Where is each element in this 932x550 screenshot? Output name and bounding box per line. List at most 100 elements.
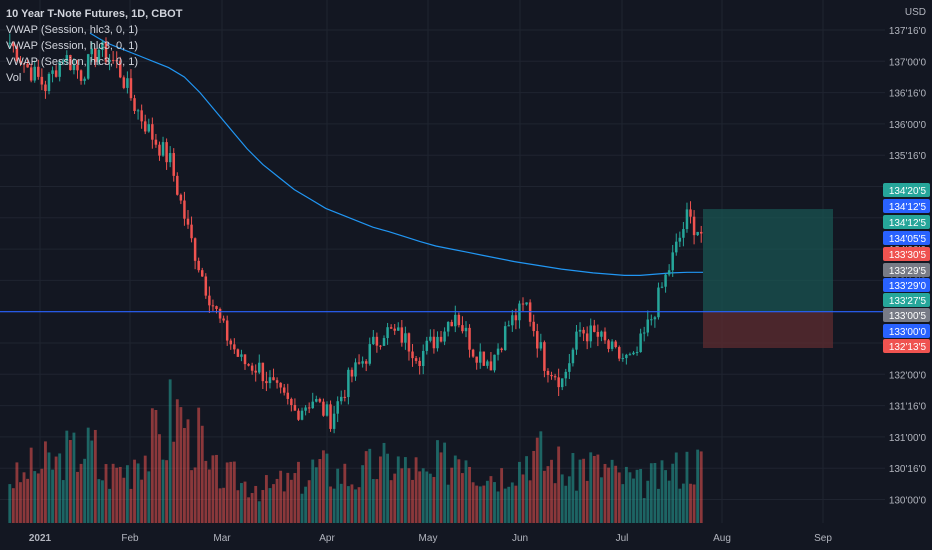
volume-bar bbox=[222, 487, 226, 523]
volume-bar bbox=[649, 463, 653, 523]
candle-body bbox=[211, 305, 215, 307]
legend-title[interactable]: 10 Year T-Note Futures, 1D, CBOT bbox=[6, 8, 183, 20]
candle-body bbox=[382, 338, 386, 346]
volume-bar bbox=[571, 453, 575, 523]
candle-body bbox=[650, 319, 653, 321]
price-tick-label: 135'16'0 bbox=[889, 151, 927, 162]
candle-body bbox=[689, 209, 692, 217]
volume-bar bbox=[535, 437, 539, 523]
price-tag-label: 133'00'0 bbox=[889, 327, 927, 338]
volume-bar bbox=[218, 488, 222, 523]
price-tag bbox=[883, 247, 930, 261]
volume-bar bbox=[699, 451, 703, 523]
candle-body bbox=[550, 374, 553, 377]
position-zones[interactable] bbox=[703, 209, 833, 349]
volume-bar bbox=[532, 450, 536, 523]
volume-bar bbox=[108, 488, 112, 523]
candle-body bbox=[29, 67, 33, 81]
candle-body bbox=[468, 327, 471, 350]
time-tick-label: Apr bbox=[319, 533, 335, 544]
volume-bar bbox=[364, 451, 368, 523]
legend-vwap-1[interactable]: VWAP (Session, hlc3, 0, 1) bbox=[6, 24, 139, 36]
volume-bar bbox=[193, 467, 197, 523]
volume-bar bbox=[660, 460, 664, 523]
time-tick-label: Mar bbox=[213, 533, 231, 544]
candle-body bbox=[546, 370, 550, 375]
legend-vwap-3[interactable]: VWAP (Session, hlc3, 0, 1) bbox=[6, 56, 139, 68]
candle-body bbox=[79, 70, 83, 81]
volume-bar bbox=[332, 488, 336, 523]
volume-bar bbox=[307, 480, 311, 523]
price-tag bbox=[883, 339, 930, 353]
candle-body bbox=[496, 348, 500, 355]
candle-body bbox=[172, 153, 175, 176]
candle-body bbox=[168, 153, 172, 163]
candle-body bbox=[454, 314, 457, 327]
candle-body bbox=[593, 325, 596, 332]
volume-bar bbox=[671, 463, 675, 523]
volume-bar bbox=[165, 460, 169, 523]
candle-body bbox=[268, 377, 272, 384]
volume-bar bbox=[47, 452, 51, 523]
volume-bar bbox=[93, 429, 97, 523]
candle-body bbox=[404, 333, 407, 343]
volume-bar bbox=[339, 483, 343, 523]
candle-body bbox=[176, 175, 179, 195]
time-axis-bg bbox=[0, 523, 932, 550]
candle-body bbox=[461, 325, 464, 332]
volume-bar bbox=[475, 485, 479, 523]
volume-bar bbox=[122, 477, 126, 523]
candle-body bbox=[628, 354, 632, 356]
legend-volume[interactable]: Vol bbox=[6, 72, 22, 84]
candle-body bbox=[143, 121, 147, 132]
volume-bar bbox=[674, 452, 678, 523]
candle-body bbox=[193, 238, 197, 261]
volume-bar bbox=[582, 458, 586, 523]
volume-bar bbox=[361, 465, 365, 523]
volume-bar bbox=[43, 441, 47, 523]
volume-bar bbox=[104, 464, 108, 523]
candle-body bbox=[69, 55, 72, 71]
volume-bar bbox=[36, 473, 40, 523]
volume-bar bbox=[503, 488, 507, 523]
volume-bar bbox=[175, 399, 179, 523]
price-tag-label: 133'29'0 bbox=[889, 281, 927, 292]
volume-bar bbox=[79, 463, 83, 523]
candle-body bbox=[486, 361, 489, 366]
volume-bar bbox=[51, 469, 54, 523]
candle-body bbox=[418, 360, 421, 367]
volume-bar bbox=[525, 456, 529, 523]
volume-bar bbox=[329, 486, 332, 523]
candle-body bbox=[44, 84, 47, 92]
candle-body bbox=[575, 331, 578, 350]
legend-vwap-2[interactable]: VWAP (Session, hlc3, 0, 1) bbox=[6, 40, 139, 52]
volume-bar bbox=[257, 501, 261, 523]
volume-bar bbox=[58, 453, 62, 523]
volume-bar bbox=[8, 484, 12, 523]
candle-body bbox=[389, 327, 393, 329]
candle-body bbox=[222, 318, 225, 321]
volume-bar bbox=[685, 451, 689, 523]
time-axis[interactable]: 2021 Feb Mar Apr May Jun Jul Aug Sep bbox=[0, 523, 932, 550]
volume-bar bbox=[133, 459, 136, 523]
candle-body bbox=[568, 363, 571, 372]
volume-bar bbox=[33, 471, 37, 523]
candle-body bbox=[667, 270, 671, 275]
candle-body bbox=[646, 319, 650, 333]
candle-body bbox=[122, 77, 126, 88]
volume-bar bbox=[667, 480, 671, 523]
candle-body bbox=[375, 336, 379, 346]
candle-body bbox=[279, 382, 282, 388]
volume-bar bbox=[500, 468, 504, 523]
candle-body bbox=[90, 48, 94, 55]
candle-body bbox=[86, 54, 90, 79]
candle-body bbox=[699, 231, 703, 234]
price-tag bbox=[883, 183, 930, 197]
candle-body bbox=[482, 351, 486, 366]
candle-body bbox=[97, 50, 101, 63]
volume-bar bbox=[61, 480, 65, 523]
candle-body bbox=[446, 321, 450, 332]
volume-bar bbox=[282, 491, 286, 523]
